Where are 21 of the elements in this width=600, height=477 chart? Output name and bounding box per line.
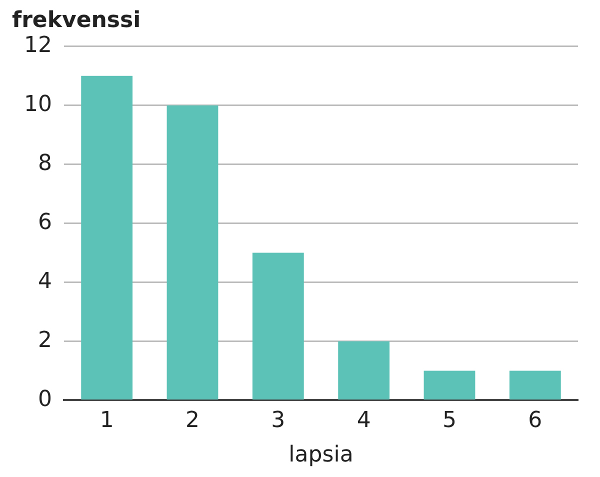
bar bbox=[509, 370, 561, 400]
bar bbox=[166, 105, 218, 400]
bar bbox=[252, 252, 304, 400]
y-tick-label: 10 bbox=[24, 92, 52, 118]
bar bbox=[81, 76, 133, 400]
x-tick-label: 4 bbox=[356, 408, 371, 434]
x-tick-label: 1 bbox=[100, 408, 114, 434]
x-tick-label: 6 bbox=[528, 408, 542, 434]
y-tick-label: 4 bbox=[38, 268, 52, 294]
x-tick-label: 2 bbox=[185, 408, 200, 434]
bar bbox=[424, 370, 476, 400]
y-tick-label: 6 bbox=[38, 210, 52, 236]
bar bbox=[338, 341, 390, 400]
y-tick-label: 2 bbox=[38, 328, 52, 353]
y-tick-label: 12 bbox=[24, 33, 52, 58]
y-axis-title: frekvenssi bbox=[12, 8, 141, 33]
y-tick-label: 0 bbox=[38, 386, 52, 412]
x-tick-label: 5 bbox=[442, 408, 456, 434]
x-tick-label: 3 bbox=[271, 408, 286, 434]
x-axis-title: lapsia bbox=[288, 442, 354, 468]
y-tick-label: 8 bbox=[38, 151, 52, 176]
